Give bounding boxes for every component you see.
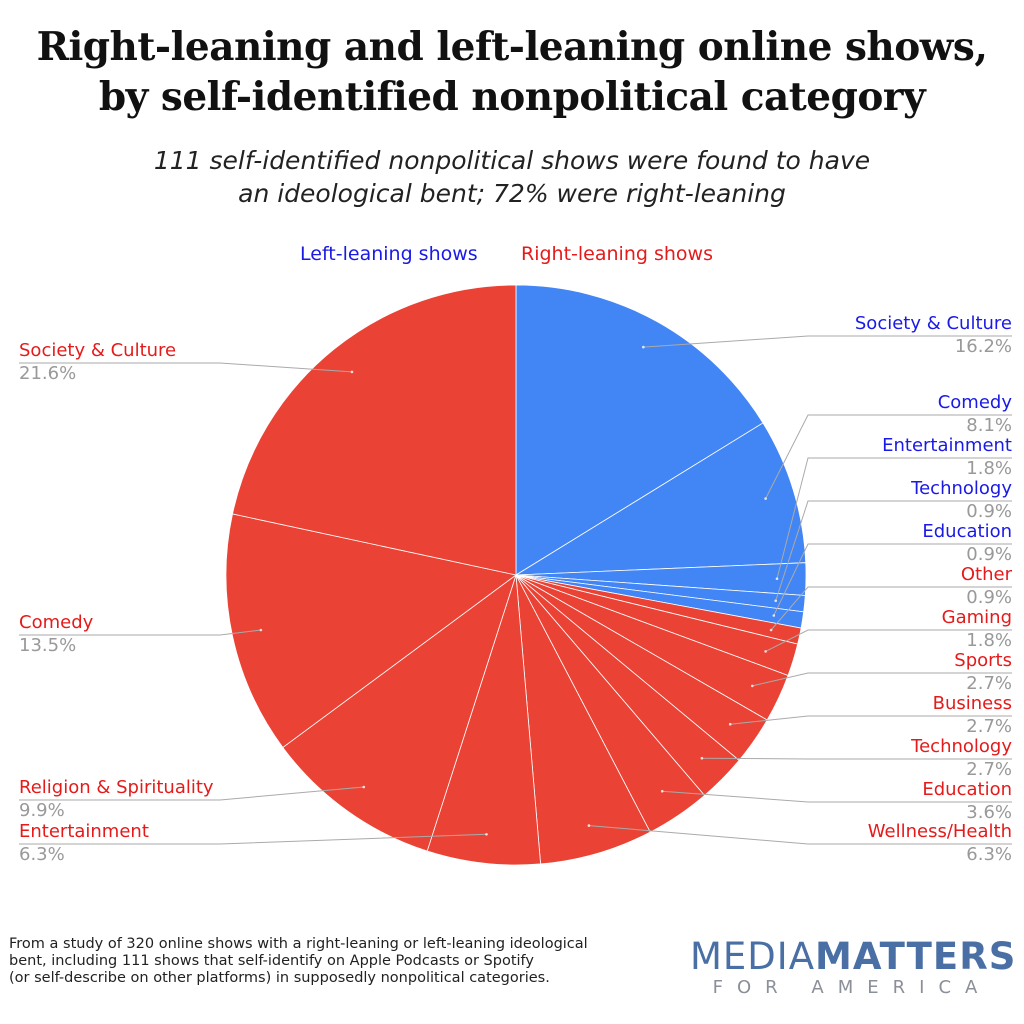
leader-dot <box>587 824 591 827</box>
leader-dot <box>259 628 263 632</box>
chart-title-line: by self-identified nonpolitical category <box>98 74 926 120</box>
slice-label: Society & Culture <box>19 340 176 361</box>
slice-percent-label: 3.6% <box>966 802 1012 823</box>
leader-line <box>643 335 1012 348</box>
footnote-line: (or self-describe on other platforms) in… <box>9 970 550 986</box>
leader-dot <box>764 650 767 653</box>
logo-media: MEDIA <box>690 935 816 978</box>
media-matters-logo: MEDIAMATTERS FOR AMERICA <box>690 935 1015 998</box>
slice-label: Technology <box>910 736 1012 757</box>
leader-dot <box>775 577 779 580</box>
logo-tagline: FOR AMERICA <box>712 977 992 998</box>
footnote-line: bent, including 111 shows that self-iden… <box>9 953 534 969</box>
leader-dot <box>772 614 776 617</box>
slice-label: Wellness/Health <box>868 821 1012 842</box>
leader-dot <box>700 756 704 760</box>
slice-percent-label: 1.8% <box>966 458 1012 479</box>
slice-percent-label: 16.2% <box>955 336 1012 357</box>
leader-line <box>19 833 487 845</box>
leader-line <box>19 629 261 636</box>
logo-wordmark: MEDIAMATTERS <box>690 935 1015 978</box>
chart-subtitle-line: 111 self-identified nonpolitical shows w… <box>153 146 871 175</box>
slice-percent-label: 6.3% <box>966 844 1012 865</box>
chart-subtitle: 111 self-identified nonpolitical shows w… <box>0 144 1024 210</box>
pie-slice <box>282 573 517 852</box>
slice-percent-label: 13.5% <box>19 635 76 656</box>
leader-dot <box>660 789 664 793</box>
slice-label: Entertainment <box>19 821 149 842</box>
leader-dot <box>751 684 754 688</box>
leader-dot <box>764 497 767 500</box>
slice-percent-label: 21.6% <box>19 363 76 384</box>
leader-lines <box>19 335 1012 845</box>
slice-percent-label: 1.8% <box>966 630 1012 651</box>
leader-line <box>765 629 1012 652</box>
legend-right-leaning: Right-leaning shows <box>521 243 713 265</box>
slice-label: Society & Culture <box>855 313 1012 334</box>
leader-dot <box>362 785 366 789</box>
slice-label: Entertainment <box>882 435 1012 456</box>
leader-line <box>752 672 1012 687</box>
slice-label: Education <box>922 779 1012 800</box>
leader-line <box>701 757 1012 760</box>
pie-slice <box>515 284 764 576</box>
leader-line <box>773 543 1012 616</box>
slice-percent-label: 0.9% <box>966 544 1012 565</box>
leader-dot <box>350 370 354 374</box>
pie-slice <box>225 513 517 748</box>
pie-slice <box>515 574 651 865</box>
pie-slice <box>426 574 542 866</box>
logo-matters: MATTERS <box>815 935 1017 978</box>
leader-dot <box>642 345 645 349</box>
slice-label: Sports <box>954 650 1012 671</box>
leader-dot <box>485 833 488 836</box>
slice-label: Education <box>922 521 1012 542</box>
chart-title-line: Right-leaning and left-leaning online sh… <box>36 24 988 70</box>
slice-labels: Society & Culture16.2%Comedy8.1%Entertai… <box>19 313 1013 865</box>
leader-line <box>19 786 364 801</box>
pie-slice <box>514 422 807 576</box>
slice-percent-label: 0.9% <box>966 587 1012 608</box>
slice-label: Technology <box>910 478 1012 499</box>
slice-percent-label: 2.7% <box>966 673 1012 694</box>
leader-line <box>775 500 1012 601</box>
chart-subtitle-line: an ideological bent; 72% were right-lean… <box>238 179 786 208</box>
leader-line <box>19 362 353 373</box>
slice-percent-label: 2.7% <box>966 716 1012 737</box>
leader-dot <box>728 722 732 726</box>
slice-label: Other <box>961 564 1013 585</box>
chart-title: Right-leaning and left-leaning online sh… <box>0 22 1024 122</box>
leader-line <box>765 414 1012 499</box>
slice-label: Comedy <box>938 392 1013 413</box>
slice-label: Comedy <box>19 612 94 633</box>
pie-slice <box>232 284 517 576</box>
legend-left-leaning: Left-leaning shows <box>300 243 478 265</box>
leader-line <box>776 457 1012 579</box>
leader-line <box>770 586 1012 631</box>
footnote-line: From a study of 320 online shows with a … <box>9 936 588 952</box>
footnote: From a study of 320 online shows with a … <box>9 936 659 987</box>
slice-percent-label: 8.1% <box>966 415 1012 436</box>
slice-percent-label: 6.3% <box>19 844 65 865</box>
slice-label: Business <box>933 693 1012 714</box>
leader-line <box>662 790 1012 803</box>
leader-line <box>588 825 1012 845</box>
slice-percent-label: 9.9% <box>19 800 65 821</box>
slice-label: Gaming <box>942 607 1012 628</box>
slice-percent-label: 2.7% <box>966 759 1012 780</box>
leader-line <box>730 715 1012 725</box>
pie-slices <box>225 284 807 866</box>
slice-percent-label: 0.9% <box>966 501 1012 522</box>
slice-label: Religion & Spirituality <box>19 777 214 798</box>
leader-dot <box>769 628 773 632</box>
leader-dot <box>774 599 777 603</box>
